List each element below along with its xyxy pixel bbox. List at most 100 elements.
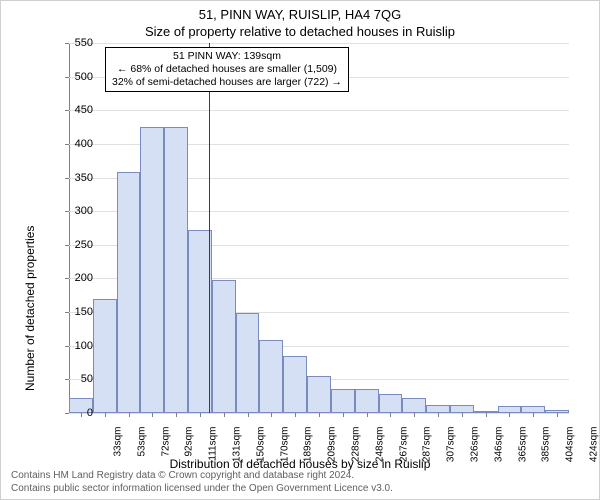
ytick-label: 350 — [75, 172, 93, 184]
bar — [379, 394, 403, 413]
footer-line2: Contains public sector information licen… — [11, 483, 589, 496]
xtick-mark — [129, 413, 130, 417]
bar — [450, 405, 474, 413]
bar — [426, 405, 450, 413]
xtick-mark — [486, 413, 487, 417]
ytick-mark — [65, 178, 69, 179]
bar — [140, 127, 164, 413]
xtick-label: 307sqm — [446, 427, 457, 467]
plot-area: 51 PINN WAY: 139sqm← 68% of detached hou… — [69, 43, 569, 413]
gridline — [69, 43, 569, 44]
ytick-label: 300 — [75, 205, 93, 217]
bar — [259, 340, 283, 413]
bar — [402, 398, 426, 413]
xtick-label: 189sqm — [303, 427, 314, 467]
ytick-label: 550 — [75, 37, 93, 49]
xtick-mark — [462, 413, 463, 417]
ytick-mark — [65, 43, 69, 44]
xtick-mark — [438, 413, 439, 417]
annotation-line: 32% of semi-detached houses are larger (… — [112, 76, 342, 89]
bar — [236, 313, 260, 413]
xtick-mark — [271, 413, 272, 417]
xtick-mark — [105, 413, 106, 417]
ytick-label: 200 — [75, 272, 93, 284]
footer-line1: Contains HM Land Registry data © Crown c… — [11, 470, 589, 483]
xtick-label: 72sqm — [160, 427, 171, 467]
reference-line — [209, 43, 210, 413]
x-axis-label: Distribution of detached houses by size … — [1, 457, 599, 471]
xtick-mark — [509, 413, 510, 417]
bar — [117, 172, 141, 413]
xtick-label: 287sqm — [422, 427, 433, 467]
xtick-label: 424sqm — [589, 427, 600, 467]
bar — [331, 389, 355, 413]
xtick-label: 209sqm — [327, 427, 338, 467]
xtick-mark — [319, 413, 320, 417]
annotation-box: 51 PINN WAY: 139sqm← 68% of detached hou… — [105, 47, 349, 92]
xtick-label: 111sqm — [208, 427, 219, 467]
xtick-label: 346sqm — [493, 427, 504, 467]
chart-container: 51, PINN WAY, RUISLIP, HA4 7QG Size of p… — [0, 0, 600, 500]
ytick-mark — [65, 110, 69, 111]
ytick-label: 500 — [75, 71, 93, 83]
xtick-label: 365sqm — [517, 427, 528, 467]
xtick-mark — [176, 413, 177, 417]
annotation-line: ← 68% of detached houses are smaller (1,… — [112, 63, 342, 76]
xtick-mark — [557, 413, 558, 417]
bar — [212, 280, 236, 413]
xtick-label: 385sqm — [541, 427, 552, 467]
bar — [188, 230, 212, 413]
ytick-label: 400 — [75, 138, 93, 150]
ytick-label: 250 — [75, 239, 93, 251]
ytick-label: 100 — [75, 340, 93, 352]
bar — [283, 356, 307, 413]
ytick-label: 50 — [81, 373, 93, 385]
xtick-label: 170sqm — [279, 427, 290, 467]
xtick-label: 326sqm — [470, 427, 481, 467]
xtick-label: 267sqm — [398, 427, 409, 467]
xtick-label: 150sqm — [255, 427, 266, 467]
xtick-label: 404sqm — [565, 427, 576, 467]
bar — [93, 299, 117, 413]
xtick-mark — [81, 413, 82, 417]
ytick-label: 0 — [87, 407, 93, 419]
xtick-label: 33sqm — [112, 427, 123, 467]
xtick-label: 92sqm — [184, 427, 195, 467]
xtick-mark — [533, 413, 534, 417]
y-axis-label: Number of detached properties — [23, 226, 37, 391]
xtick-mark — [390, 413, 391, 417]
xtick-mark — [248, 413, 249, 417]
footer-text: Contains HM Land Registry data © Crown c… — [11, 470, 589, 495]
xtick-label: 53sqm — [136, 427, 147, 467]
xtick-mark — [224, 413, 225, 417]
xtick-mark — [152, 413, 153, 417]
ytick-mark — [65, 144, 69, 145]
xtick-mark — [414, 413, 415, 417]
bar — [307, 376, 331, 413]
ytick-mark — [65, 245, 69, 246]
xtick-mark — [200, 413, 201, 417]
y-axis-line — [69, 43, 70, 413]
title-line1: 51, PINN WAY, RUISLIP, HA4 7QG — [1, 7, 599, 22]
gridline — [69, 110, 569, 111]
xtick-mark — [343, 413, 344, 417]
ytick-mark — [65, 312, 69, 313]
ytick-mark — [65, 77, 69, 78]
bar — [164, 127, 188, 413]
ytick-mark — [65, 379, 69, 380]
xtick-label: 248sqm — [374, 427, 385, 467]
ytick-mark — [65, 211, 69, 212]
ytick-mark — [65, 278, 69, 279]
ytick-mark — [65, 413, 69, 414]
ytick-label: 450 — [75, 104, 93, 116]
bar — [498, 406, 522, 413]
xtick-mark — [295, 413, 296, 417]
xtick-mark — [367, 413, 368, 417]
annotation-line: 51 PINN WAY: 139sqm — [112, 50, 342, 63]
ytick-label: 150 — [75, 306, 93, 318]
bar — [521, 406, 545, 413]
xtick-label: 228sqm — [351, 427, 362, 467]
xtick-label: 131sqm — [231, 427, 242, 467]
bar — [355, 389, 379, 413]
ytick-mark — [65, 346, 69, 347]
